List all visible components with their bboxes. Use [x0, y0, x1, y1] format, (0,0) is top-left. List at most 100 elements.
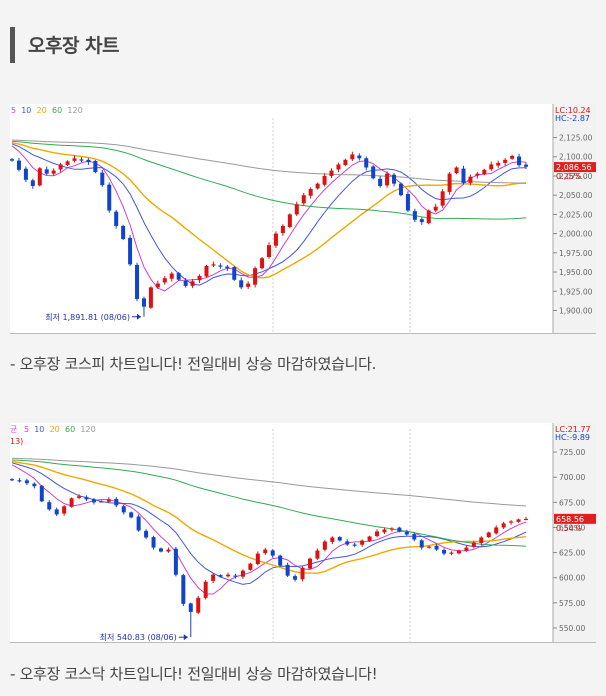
candle-up — [322, 173, 327, 187]
candle-body — [397, 527, 402, 532]
candle-body — [183, 280, 188, 286]
candle-body — [79, 159, 84, 161]
candle-up — [360, 539, 365, 547]
candle-down — [392, 173, 397, 187]
candle-body — [287, 214, 292, 228]
candle-up — [253, 266, 258, 288]
candle-body — [47, 502, 52, 510]
candle-body — [336, 164, 341, 170]
candle-body — [148, 287, 153, 308]
lc-label: LC:10.24 — [555, 106, 591, 115]
candle-down — [285, 562, 290, 578]
candle-body — [517, 156, 522, 166]
candle-up — [294, 201, 299, 217]
candle-up — [72, 155, 77, 163]
y-axis-panel — [553, 104, 596, 334]
candle-body — [225, 266, 230, 269]
candle-body — [427, 546, 432, 548]
candle-up — [148, 286, 153, 309]
candle-down — [405, 191, 410, 213]
candle-body — [155, 283, 160, 288]
candle-up — [240, 569, 245, 579]
legend-ma20: 20 — [50, 425, 60, 434]
candle-body — [382, 529, 387, 533]
candle-up — [524, 516, 528, 521]
candle-body — [246, 283, 251, 287]
candle-down — [114, 497, 119, 508]
candle-down — [188, 602, 193, 638]
candle-body — [44, 169, 49, 174]
candle-down — [39, 484, 44, 503]
ma120-line — [11, 139, 527, 184]
candle-body — [10, 159, 14, 161]
ma10-line — [11, 462, 527, 585]
candle-up — [456, 549, 461, 555]
candle-body — [86, 159, 91, 163]
lc-label: LC:21.77 — [555, 425, 591, 434]
candle-down — [86, 158, 91, 165]
candle-down — [141, 296, 146, 317]
candle-up — [468, 174, 473, 186]
candle-up — [260, 257, 265, 270]
candle-body — [494, 527, 499, 534]
candle-body — [65, 161, 70, 165]
y-tick-label: 1,925.00 — [559, 287, 593, 296]
candle-body — [226, 574, 231, 577]
candle-body — [17, 480, 22, 482]
candle-body — [151, 537, 156, 548]
candle-body — [479, 537, 484, 543]
candle-body — [232, 267, 237, 280]
candle-down — [91, 498, 96, 505]
candle-up — [267, 242, 271, 259]
ma20-line — [11, 142, 527, 279]
candle-up — [471, 540, 476, 549]
section-title-bar — [10, 27, 15, 63]
low-label: 최저 1,891.81 (08/06) — [45, 312, 130, 322]
candle-body — [330, 537, 335, 542]
candle-up — [263, 547, 268, 555]
candle-body — [10, 479, 14, 481]
candle-down — [100, 169, 105, 187]
y-tick-label: 2,100.00 — [559, 153, 593, 162]
candle-body — [404, 531, 409, 535]
candle-down — [84, 495, 89, 502]
candle-body — [486, 532, 491, 538]
candle-body — [454, 167, 459, 174]
candle-body — [375, 531, 380, 537]
page-title: 오후장 차트 — [28, 35, 120, 57]
candle-body — [239, 280, 244, 288]
y-tick-label: 650.00 — [559, 523, 585, 532]
ma10-line — [11, 143, 527, 286]
candle-body — [58, 164, 63, 170]
candle-body — [91, 499, 96, 503]
y-tick-label: 2,075.00 — [559, 172, 593, 181]
candle-body — [364, 158, 369, 168]
candle-body — [121, 506, 126, 513]
candle-body — [162, 278, 167, 283]
candle-body — [412, 534, 417, 540]
candle-up — [62, 505, 67, 516]
candle-body — [39, 485, 44, 502]
candle-body — [173, 548, 178, 575]
candle-body — [114, 498, 119, 506]
candle-down — [434, 543, 439, 551]
candle-up — [77, 494, 82, 500]
candle-up — [503, 158, 508, 166]
candle-down — [218, 574, 223, 578]
candle-up — [510, 154, 515, 160]
change-pct-label: 0.54% — [556, 524, 582, 533]
candle-up — [58, 162, 63, 173]
low-arrow-head — [136, 313, 141, 320]
candle-up — [211, 573, 216, 584]
candle-up — [426, 209, 431, 225]
candle-down — [144, 529, 149, 540]
candle-body — [211, 574, 216, 581]
candle-down — [30, 178, 35, 189]
candle-body — [293, 576, 298, 580]
candle-body — [218, 575, 223, 577]
candle-body — [24, 480, 29, 484]
candle-body — [315, 550, 320, 559]
y-tick-label: 725.00 — [559, 448, 585, 457]
candle-down — [293, 574, 298, 582]
candle-down — [270, 549, 275, 558]
